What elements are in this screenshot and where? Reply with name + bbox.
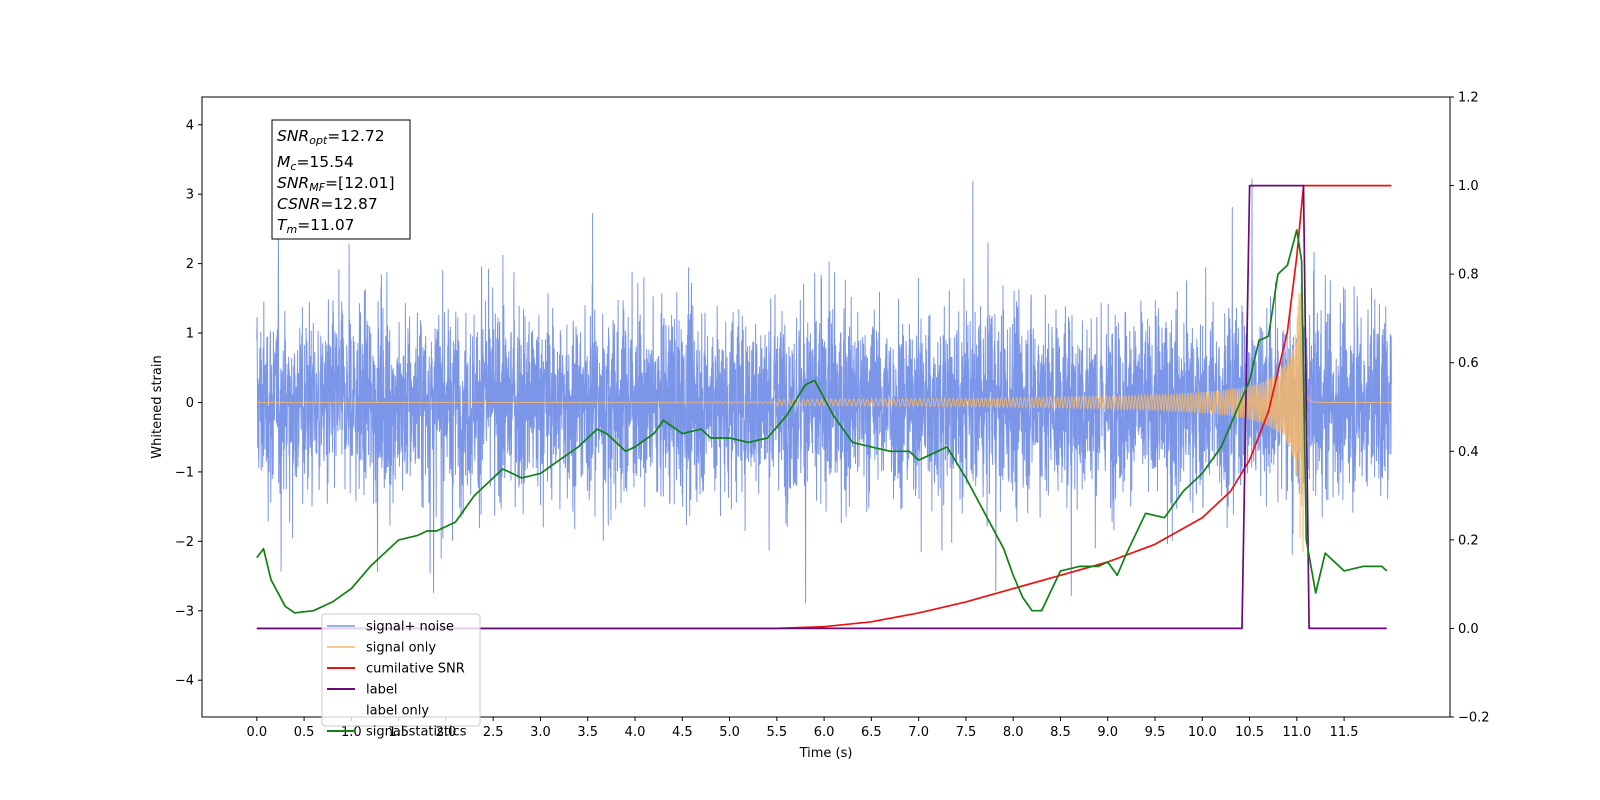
x-tick-label: 2.5 (483, 725, 504, 740)
y-axis-left: 4 3 2 1 0 −1 −2 −3 −4 (175, 118, 202, 689)
series-signal-statistics-line (256, 229, 1388, 614)
x-tick-label: 3.5 (577, 725, 598, 740)
annotation-snr-opt: SNRopt=12.72 (277, 127, 385, 147)
annotation-tm: Tm=11.07 (277, 216, 355, 236)
plot-frame (201, 96, 1451, 718)
x-tick-label: 5.5 (766, 725, 787, 740)
y2-tick-label: 0.2 (1458, 533, 1479, 548)
x-axis: 0.0 0.5 1.0 1.5 2.0 2.5 3.0 3.5 4.0 4.5 5.0 5.5 6.0 6… (246, 717, 1359, 740)
series-signal-noise-line (256, 179, 1392, 604)
x-tick-label: 8.0 (1003, 725, 1024, 740)
x-tick-label: 1.0 (341, 725, 362, 740)
x-tick-label: 9.5 (1145, 725, 1166, 740)
legend: signal+ noise signal only cumilative SNR la… (321, 613, 481, 740)
x-tick-label: 7.5 (956, 725, 977, 740)
annotation-csnr: CSNR=12.87 (277, 195, 378, 213)
x-tick-label: 10.5 (1235, 725, 1264, 740)
y2-tick-label: 0.6 (1458, 356, 1479, 371)
y-tick-label: −4 (175, 674, 194, 689)
y2-tick-label: 0.0 (1458, 622, 1479, 637)
y-axis-label: Whitened strain (150, 355, 165, 458)
y-tick-label: 1 (186, 327, 194, 342)
x-tick-label: 0.5 (294, 725, 315, 740)
annotation-box: SNRopt=12.72 Mc=15.54 SNRMF=[12.01] CSNR… (271, 119, 411, 240)
x-tick-label: 6.0 (814, 725, 835, 740)
y-tick-label: 2 (186, 257, 194, 272)
x-tick-label: 0.0 (246, 725, 267, 740)
x-tick-label: 8.5 (1050, 725, 1071, 740)
x-tick-label: 6.5 (861, 725, 882, 740)
x-tick-label: 11.5 (1330, 725, 1359, 740)
series-layer (256, 179, 1392, 630)
y2-tick-label: 0.8 (1458, 268, 1479, 283)
legend-label: signal+ noise (366, 620, 454, 635)
annotation-mc: Mc=15.54 (277, 153, 354, 173)
legend-label: signal statistics (366, 725, 467, 740)
x-tick-label: 3.0 (530, 725, 551, 740)
series-cumilative-snr-line (256, 184, 1392, 630)
y-axis-right: 1.2 1.0 0.8 0.6 0.4 0.2 0.0 −0.2 (1450, 91, 1490, 726)
series-signal-only-line (256, 292, 1392, 553)
x-tick-label: 11.0 (1282, 725, 1311, 740)
x-tick-label: 1.5 (388, 725, 409, 740)
legend-label: label (366, 683, 397, 698)
x-tick-label: 10.0 (1188, 725, 1217, 740)
x-tick-label: 4.5 (672, 725, 693, 740)
y-tick-label: 3 (186, 188, 194, 203)
y2-tick-label: −0.2 (1458, 711, 1490, 726)
legend-label: label only (366, 704, 429, 719)
annotation-snr-mf: SNRMF=[12.01] (277, 174, 395, 194)
legend-label: signal only (366, 641, 436, 656)
series-label-line (256, 184, 1387, 630)
y-tick-label: −3 (175, 604, 194, 619)
x-tick-label: 4.0 (625, 725, 646, 740)
legend-label: cumilative SNR (366, 662, 465, 677)
y-tick-label: 0 (186, 396, 194, 411)
y2-tick-label: 0.4 (1458, 445, 1479, 460)
y-tick-label: −2 (175, 535, 194, 550)
y2-tick-label: 1.2 (1458, 91, 1479, 106)
y-tick-label: −1 (175, 465, 194, 480)
x-tick-label: 7.0 (908, 725, 929, 740)
x-tick-label: 5.0 (719, 725, 740, 740)
x-tick-label: 9.0 (1097, 725, 1118, 740)
x-axis-label: Time (s) (799, 746, 853, 761)
x-tick-label: 2.0 (436, 725, 457, 740)
y2-tick-label: 1.0 (1458, 179, 1479, 194)
y-tick-label: 4 (186, 118, 194, 133)
